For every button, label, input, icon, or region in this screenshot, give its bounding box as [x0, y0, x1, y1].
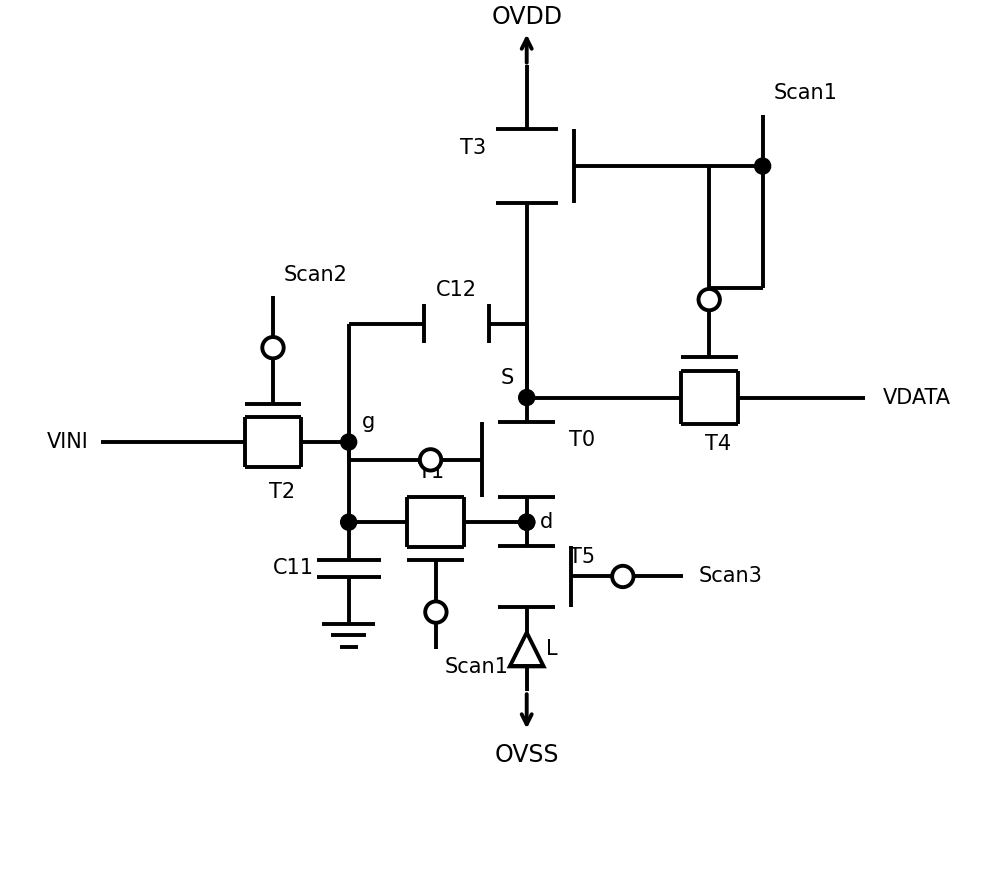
Text: Scan1: Scan1 [445, 657, 509, 677]
Circle shape [420, 449, 441, 471]
Text: VDATA: VDATA [883, 388, 951, 407]
Text: T5: T5 [569, 547, 595, 567]
Text: T0: T0 [569, 430, 595, 450]
Text: Scan1: Scan1 [773, 83, 837, 103]
Circle shape [699, 289, 720, 310]
Text: T3: T3 [460, 138, 486, 158]
Text: VINI: VINI [47, 432, 89, 452]
Circle shape [519, 389, 535, 405]
Circle shape [341, 434, 357, 450]
Circle shape [519, 514, 535, 530]
Text: OVSS: OVSS [494, 743, 559, 767]
Circle shape [519, 514, 535, 530]
Text: Scan3: Scan3 [699, 566, 762, 587]
Text: d: d [540, 513, 553, 532]
Circle shape [425, 601, 447, 622]
Circle shape [612, 566, 634, 588]
Text: S: S [500, 368, 514, 388]
Text: T4: T4 [705, 434, 731, 454]
Text: L: L [546, 639, 557, 659]
Circle shape [755, 158, 771, 174]
Text: g: g [362, 413, 375, 432]
Text: OVDD: OVDD [491, 5, 562, 29]
Text: Scan2: Scan2 [284, 264, 348, 285]
Text: C11: C11 [273, 558, 314, 579]
Text: T1: T1 [418, 463, 445, 482]
Text: C12: C12 [436, 280, 477, 300]
Circle shape [341, 514, 357, 530]
Text: T2: T2 [269, 482, 295, 502]
Circle shape [262, 337, 284, 358]
